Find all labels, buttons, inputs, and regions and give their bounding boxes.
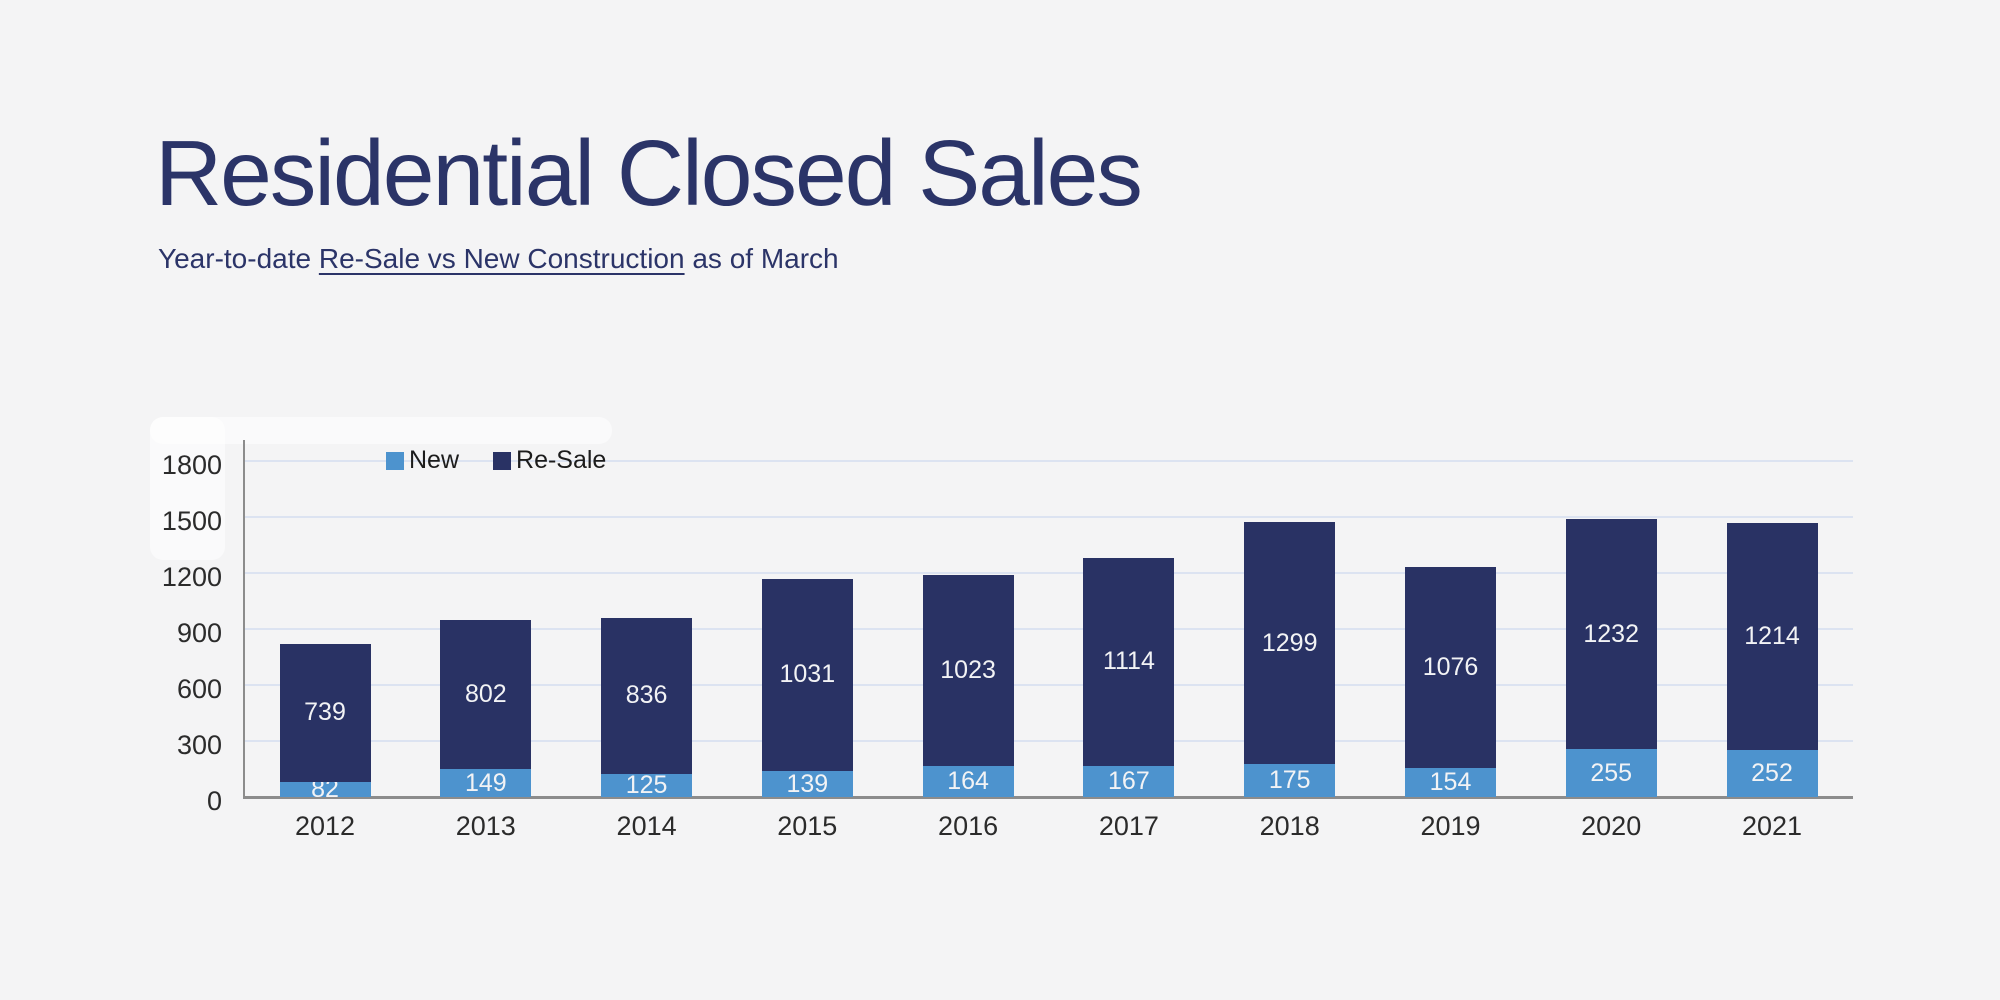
bar-2012-re-sale-segment: 739 <box>279 643 371 782</box>
gridline-300 <box>245 740 1853 742</box>
y-axis-line <box>243 440 245 797</box>
gridline-900 <box>245 628 1853 630</box>
bar-2021-re-sale-segment: 1214 <box>1726 523 1818 750</box>
bar-value-label: 167 <box>1108 766 1150 795</box>
y-axis-tick-1800: 1800 <box>161 450 222 480</box>
bar-value-label: 1023 <box>940 656 996 685</box>
bar-2016-re-sale-segment: 1023 <box>922 575 1014 767</box>
x-axis-label-2017: 2017 <box>1098 811 1159 841</box>
bar-value-label: 252 <box>1751 759 1793 787</box>
bar-value-label: 1114 <box>1102 647 1155 676</box>
bar-2020-new-segment: 255 <box>1565 749 1657 797</box>
bar-value-label: 139 <box>786 769 829 798</box>
x-axis-line <box>243 796 1853 799</box>
subtitle-suffix: as of March <box>684 243 839 274</box>
bar-value-label: 739 <box>304 698 346 727</box>
subtitle-underlined-text: Re-Sale vs New Construction <box>318 243 685 274</box>
bar-value-label: 125 <box>625 770 668 799</box>
bar-2014-re-sale-segment: 836 <box>601 617 693 774</box>
bar-2018-re-sale-segment: 1299 <box>1244 521 1336 765</box>
bar-value-label: 154 <box>1429 768 1472 797</box>
legend-swatch-icon <box>386 451 404 470</box>
subtitle-prefix: Year-to-date <box>158 243 319 274</box>
bar-value-label: 164 <box>947 767 989 796</box>
bar-value-label: 149 <box>464 768 507 797</box>
bar-value-label: 255 <box>1590 758 1633 787</box>
x-axis-label-2013: 2013 <box>455 811 516 841</box>
legend-label: Re-Sale <box>516 446 607 474</box>
y-axis-tick-300: 300 <box>176 730 222 760</box>
gridline-1200 <box>245 572 1853 574</box>
bar-2016-new-segment: 164 <box>922 766 1014 797</box>
legend-swatch-icon <box>493 451 512 470</box>
y-axis-tick-600: 600 <box>176 674 222 704</box>
bar-2017-re-sale-segment: 1114 <box>1083 557 1175 766</box>
legend-item-re-sale: Re-Sale <box>493 448 606 473</box>
bar-2015-re-sale-segment: 1031 <box>761 578 853 772</box>
bar-value-label: 1299 <box>1261 628 1318 657</box>
x-axis-label-2018: 2018 <box>1259 811 1320 841</box>
bar-2017-new-segment: 167 <box>1083 765 1175 797</box>
legend-item-new: New <box>386 448 459 473</box>
x-axis-label-2019: 2019 <box>1420 811 1481 841</box>
gridline-1800 <box>245 460 1853 462</box>
x-axis-label-2021: 2021 <box>1741 811 1803 841</box>
bar-value-label: 1031 <box>779 660 836 689</box>
bar-2020-re-sale-segment: 1232 <box>1565 519 1657 750</box>
x-axis-label-2020: 2020 <box>1581 811 1642 841</box>
bar-value-label: 1076 <box>1422 653 1479 682</box>
legend-label: New <box>409 446 460 474</box>
gridline-1500 <box>245 516 1853 518</box>
y-axis-tick-1500: 1500 <box>161 506 222 536</box>
bar-2015-new-segment: 139 <box>761 769 853 798</box>
bar-2012-new-segment: 82 <box>279 776 371 801</box>
bar-value-label: 1232 <box>1583 619 1639 648</box>
bar-2013-new-segment: 149 <box>440 768 532 797</box>
page-title: Residential Closed Sales <box>155 121 1143 225</box>
background-highlight-artifact <box>150 417 612 444</box>
gridline-600 <box>245 684 1853 686</box>
bar-2019-re-sale-segment: 1076 <box>1405 567 1496 769</box>
bar-2019-new-segment: 154 <box>1405 768 1496 797</box>
x-axis-label-2015: 2015 <box>777 811 838 841</box>
bar-2014-new-segment: 125 <box>601 770 693 799</box>
x-axis-label-2012: 2012 <box>294 811 356 841</box>
bar-2013-re-sale-segment: 802 <box>440 619 532 770</box>
bar-2018-new-segment: 175 <box>1244 764 1336 797</box>
chart-legend: New Re-Sale <box>386 448 606 473</box>
bar-value-label: 175 <box>1268 766 1311 795</box>
x-axis-label-2014: 2014 <box>616 811 677 841</box>
bar-value-label: 836 <box>625 681 668 710</box>
bar-value-label: 802 <box>464 679 507 708</box>
y-axis-tick-1200: 1200 <box>161 562 222 592</box>
x-axis-label-2016: 2016 <box>938 811 999 841</box>
background-highlight-artifact <box>150 417 225 560</box>
page-subtitle: Year-to-date Re-Sale vs New Construction… <box>158 243 839 275</box>
y-axis-tick-0: 0 <box>206 786 222 816</box>
y-axis-tick-900: 900 <box>176 618 222 648</box>
bar-value-label: 1214 <box>1744 622 1800 651</box>
bar-2021-new-segment: 252 <box>1726 750 1818 797</box>
